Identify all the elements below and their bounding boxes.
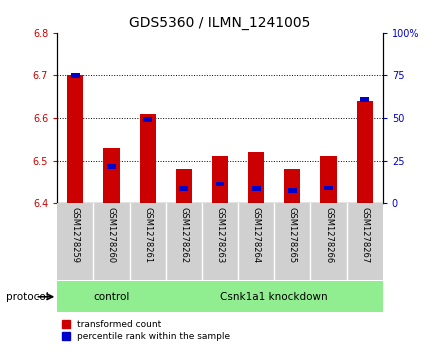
Text: Csnk1a1 knockdown: Csnk1a1 knockdown [220, 292, 328, 302]
Text: GSM1278261: GSM1278261 [143, 207, 152, 263]
Bar [288, 188, 297, 193]
Bar [71, 73, 80, 78]
Text: GSM1278265: GSM1278265 [288, 207, 297, 263]
Bar [139, 114, 156, 203]
Bar [360, 97, 369, 102]
Bar [320, 156, 337, 203]
Bar [107, 164, 116, 169]
Text: GSM1278260: GSM1278260 [107, 207, 116, 263]
Bar [356, 101, 373, 203]
Bar [324, 185, 333, 190]
Bar [180, 186, 188, 191]
Title: GDS5360 / ILMN_1241005: GDS5360 / ILMN_1241005 [129, 16, 311, 30]
Bar [166, 281, 383, 312]
Legend: transformed count, percentile rank within the sample: transformed count, percentile rank withi… [62, 320, 230, 341]
Bar [216, 182, 224, 187]
Bar [103, 148, 120, 203]
Bar [57, 281, 166, 312]
Bar [212, 156, 228, 203]
Bar [143, 117, 152, 122]
Bar [67, 76, 84, 203]
Bar [176, 169, 192, 203]
Text: protocol: protocol [6, 292, 48, 302]
Text: GSM1278264: GSM1278264 [252, 207, 260, 263]
Text: GSM1278262: GSM1278262 [180, 207, 188, 263]
Bar [248, 152, 264, 203]
Text: GSM1278267: GSM1278267 [360, 207, 369, 263]
Text: control: control [93, 292, 130, 302]
Bar [284, 169, 301, 203]
Text: GSM1278259: GSM1278259 [71, 207, 80, 263]
Bar [252, 186, 260, 191]
Text: GSM1278263: GSM1278263 [216, 207, 224, 263]
Text: GSM1278266: GSM1278266 [324, 207, 333, 263]
